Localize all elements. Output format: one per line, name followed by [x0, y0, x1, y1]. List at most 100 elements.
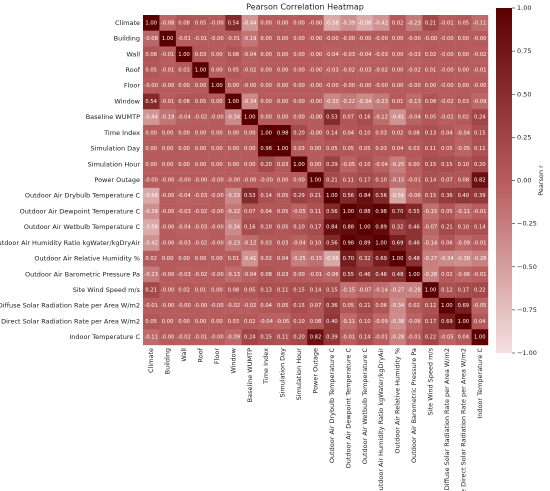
cell-label: 0.14	[425, 178, 437, 184]
cell-label: 1.00	[458, 319, 470, 325]
cell-label: 0.00	[178, 162, 190, 168]
cell-label: -0.01	[161, 99, 174, 105]
cell-label: -0.41	[243, 256, 256, 262]
cell-label: 0.02	[392, 20, 404, 26]
cell-label: 0.00	[293, 99, 305, 105]
cell-label: -0.00	[309, 68, 322, 74]
heatmap-cell	[175, 250, 193, 267]
cell-label: -0.22	[342, 99, 355, 105]
cell-label: 0.02	[458, 115, 470, 121]
cell-label: 0.00	[178, 130, 190, 136]
cell-label: 0.48	[408, 256, 420, 262]
heatmap-cell	[274, 297, 292, 314]
cell-label: 0.03	[293, 146, 305, 152]
cell-label: -0.27	[391, 288, 404, 294]
heatmap-cell	[455, 109, 472, 126]
heatmap-cell	[373, 187, 390, 204]
heatmap-cell	[422, 93, 439, 110]
cell-label: 0.03	[375, 130, 387, 136]
heatmap-cell	[455, 187, 472, 204]
cell-label: 0.00	[293, 68, 305, 74]
heatmap-cell	[290, 219, 308, 236]
cell-label: 1.00	[408, 272, 420, 278]
heatmap-cell	[438, 93, 456, 110]
cell-label: 0.00	[211, 288, 223, 294]
heatmap-cell	[422, 109, 439, 126]
cell-label: -0.00	[309, 115, 322, 121]
cell-label: 0.10	[293, 319, 305, 325]
heatmap-cell	[225, 46, 242, 63]
cell-label: -0.00	[227, 178, 240, 184]
cell-label: -0.25	[292, 256, 305, 262]
heatmap-cell	[258, 282, 275, 299]
x-tick-label: Baseline WUMTP	[246, 348, 254, 402]
heatmap-cell	[241, 187, 259, 204]
heatmap-cell	[258, 250, 275, 267]
cell-label: 0.00	[195, 130, 207, 136]
cell-label: 0.00	[458, 83, 470, 89]
cell-label: 0.08	[310, 319, 322, 325]
heatmap-cell	[241, 266, 259, 283]
cell-label: -0.03	[177, 240, 190, 246]
heatmap-cell	[208, 219, 226, 236]
heatmap-cell	[290, 125, 308, 141]
heatmap-cell	[455, 140, 472, 157]
heatmap-cell	[438, 15, 456, 31]
cell-label: -0.05	[457, 146, 470, 152]
cell-label: -0.33	[227, 193, 240, 199]
heatmap-cell	[290, 187, 308, 204]
x-tick-label: Climate	[147, 348, 155, 373]
cell-label: 0.00	[178, 83, 190, 89]
x-tick-label: Indoor Temperature C	[476, 348, 484, 419]
cell-label: 0.05	[195, 99, 207, 105]
heatmap-cell	[422, 140, 439, 157]
cell-label: -0.00	[309, 20, 322, 26]
cell-label: -0.00	[243, 178, 256, 184]
heatmap-cell	[422, 313, 439, 330]
heatmap-cell	[471, 187, 489, 204]
heatmap-cell	[373, 282, 390, 299]
y-tick-label: Roof	[126, 66, 141, 74]
cell-label: 0.17	[359, 178, 371, 184]
heatmap-cell	[373, 297, 390, 314]
cell-label: 0.21	[425, 20, 437, 26]
x-tick-label: Power Outage	[312, 348, 320, 394]
cell-label: 0.53	[244, 193, 256, 199]
heatmap-cell	[405, 15, 423, 31]
heatmap-cell	[274, 313, 292, 330]
cell-label: 0.20	[293, 130, 305, 136]
heatmap-cell	[192, 235, 209, 251]
heatmap-cell	[192, 313, 209, 330]
cell-label: 0.00	[145, 162, 157, 168]
cell-label: -0.06	[407, 193, 420, 199]
cell-label: 0.00	[228, 83, 240, 89]
heatmap-cell	[340, 46, 357, 63]
heatmap-cell	[258, 140, 275, 157]
heatmap-cell	[471, 62, 489, 79]
cell-label: -0.04	[243, 52, 257, 58]
heatmap-cell	[323, 266, 341, 283]
heatmap-cell	[208, 62, 226, 79]
cell-label: -0.03	[177, 209, 190, 215]
heatmap-cell	[471, 172, 489, 189]
cell-label: -0.23	[407, 20, 420, 26]
heatmap-cell	[389, 172, 407, 189]
heatmap-cell	[159, 140, 177, 157]
cell-label: 0.00	[211, 256, 223, 262]
heatmap-cell	[356, 282, 374, 299]
heatmap-cell	[356, 93, 374, 110]
cell-label: 0.39	[474, 193, 486, 199]
cell-label: -0.33	[325, 99, 338, 105]
cell-label: 0.05	[326, 146, 338, 152]
cell-label: -0.25	[391, 162, 404, 168]
heatmap-cell	[389, 297, 407, 314]
heatmap-cell	[192, 30, 209, 47]
heatmap-cell	[471, 140, 489, 157]
cell-label: 0.04	[260, 303, 272, 309]
cell-label: -0.11	[473, 20, 486, 26]
heatmap-cell	[405, 172, 423, 189]
cell-label: 0.88	[359, 209, 371, 215]
heatmap-cell	[389, 266, 407, 283]
y-tick-label: Indoor Temperature C	[69, 333, 140, 341]
cell-label: 0.10	[293, 225, 305, 231]
